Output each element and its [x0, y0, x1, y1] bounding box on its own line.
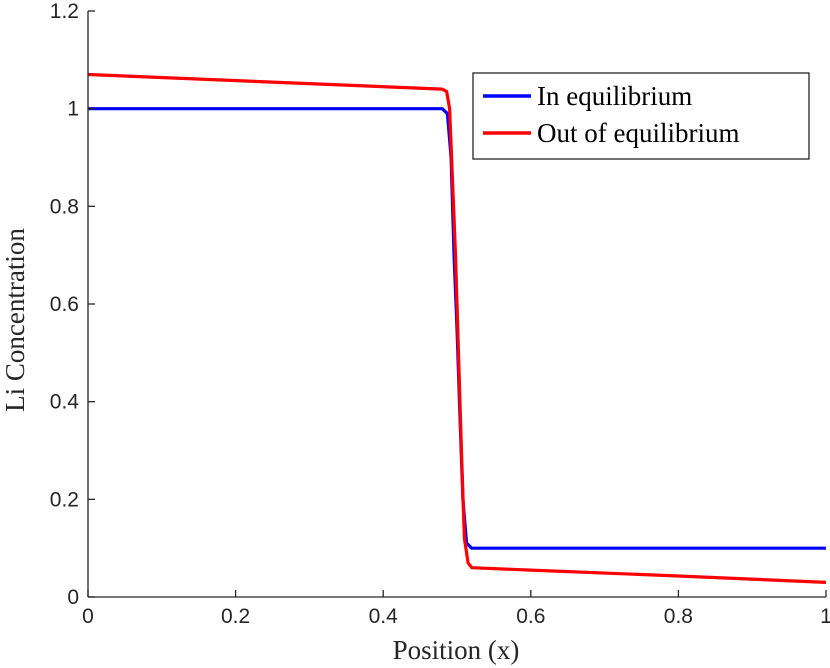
x-axis-label: Position (x) — [393, 635, 520, 665]
x-tick-label: 0.4 — [369, 605, 399, 628]
x-tick-label: 0.6 — [516, 605, 545, 628]
y-tick-label: 0.8 — [50, 195, 79, 218]
y-tick-label: 0.6 — [50, 293, 79, 316]
y-ticks: 0 0.2 0.4 0.6 0.8 1 1.2 — [50, 0, 95, 609]
y-tick-label: 0 — [67, 586, 79, 609]
x-tick-label: 0.8 — [664, 605, 693, 628]
y-tick-label: 1 — [67, 98, 79, 121]
y-tick-label: 0.2 — [50, 488, 79, 511]
legend-label-out-of-equilibrium: Out of equilibrium — [537, 118, 739, 148]
y-tick-label: 0.4 — [50, 391, 80, 414]
x-ticks: 0 0.2 0.4 0.6 0.8 1 — [82, 590, 830, 628]
x-tick-label: 0 — [82, 605, 94, 628]
legend-box — [472, 72, 810, 160]
legend: In equilibrium Out of equilibrium — [472, 72, 810, 160]
y-tick-label: 1.2 — [50, 0, 79, 23]
series-layer — [87, 72, 827, 584]
x-tick-label: 0.2 — [221, 605, 250, 628]
series-line-out-of-equilibrium — [87, 72, 827, 584]
plot-area: 0 0.2 0.4 0.6 0.8 1 0 0.2 0.4 0.6 0.8 1 1.2 — [50, 0, 830, 628]
y-axis-label: Li Concentration — [0, 228, 30, 412]
x-tick-label: 1 — [820, 605, 830, 628]
legend-label-in-equilibrium: In equilibrium — [537, 81, 692, 111]
